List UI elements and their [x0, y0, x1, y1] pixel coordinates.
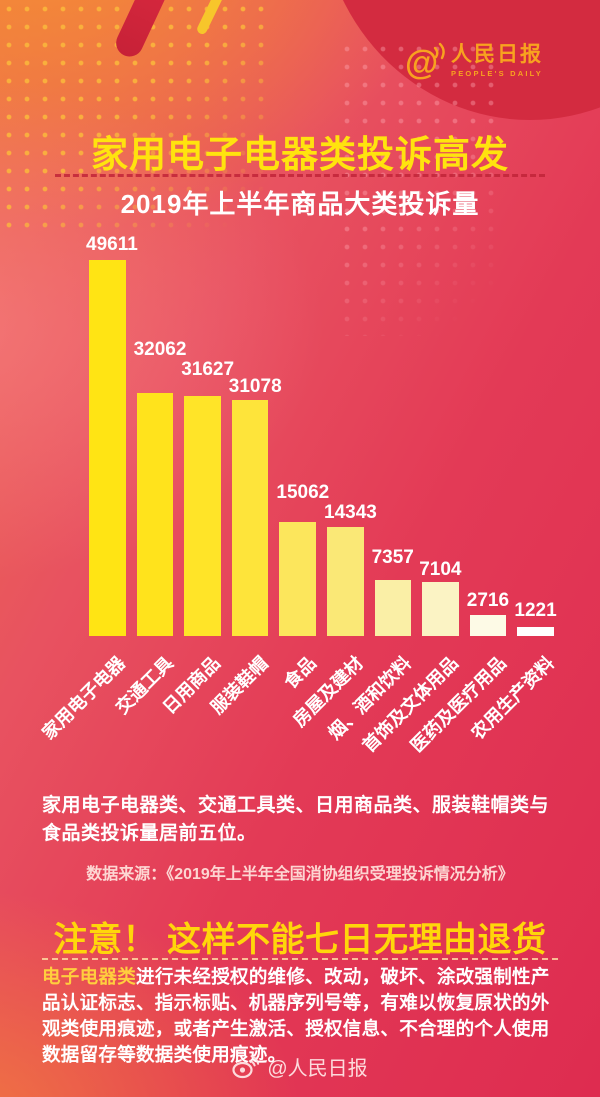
bar-家用电子电器: [89, 260, 126, 636]
bar-value-label: 7357: [371, 547, 414, 568]
bar-chart: 49611 家用电子电器 32062 交通工具 31627 日用商品 31078 服装鞋帽 15…: [39, 234, 558, 756]
svg-text:@: @: [405, 44, 438, 82]
decor-dot-grid-right: [344, 46, 494, 336]
notice-body: 电子电器类进行未经授权的维修、改动，破坏、涂改强制性产品认证标志、指示标贴、机器…: [42, 964, 562, 1068]
bar-value-label: 2716: [466, 590, 510, 611]
bar-医药及医疗用品: [469, 615, 507, 636]
bar-房屋及建材: [327, 527, 364, 636]
bar-value-label: 32062: [133, 339, 187, 360]
footer: @人民日报: [0, 1052, 600, 1081]
bar-value-label: 31078: [228, 376, 282, 397]
bar-食品: [279, 522, 316, 636]
summary-text: 家用电子电器类、交通工具类、日用商品类、服装鞋帽类与食品类投诉量居前五位。: [42, 795, 550, 844]
bar-农用生产资料: [517, 627, 554, 636]
data-source: 数据来源：《2019年上半年全国消协组织受理投诉情况分析》: [86, 866, 514, 883]
bar-烟、酒和饮料: [374, 580, 412, 636]
bar-value-label: 7104: [419, 559, 462, 580]
title-divider: [55, 174, 545, 177]
notice-lead: 电子电器类: [42, 966, 137, 987]
bar-value-label: 15062: [276, 482, 330, 503]
notice-body-text: 进行未经授权的维修、改动，破坏、涂改强制性产品认证标志、指示标贴、机器序列号等，…: [42, 966, 550, 1065]
bar-日用商品: [184, 396, 221, 636]
notice-divider: [42, 958, 558, 960]
bar-value-label: 49611: [86, 234, 138, 255]
notice-headline: 注意！ 这样不能七日无理由退货: [53, 921, 547, 959]
bar-value-label: 1221: [514, 600, 557, 621]
bar-交通工具: [136, 393, 174, 636]
bar-服装鞋帽: [231, 400, 269, 636]
megaphone-at-icon: @: [405, 42, 445, 82]
chart-title: 2019年上半年商品大类投诉量: [120, 189, 480, 219]
bar-首饰及文体用品: [422, 582, 459, 636]
page-title: 家用电子电器类投诉高发: [91, 134, 509, 175]
brand-name: 人民日报: [451, 43, 543, 67]
bar-value-label: 14343: [324, 502, 377, 523]
footer-handle: @人民日报: [267, 1058, 368, 1080]
brand-subtitle: PEOPLE'S DAILY: [451, 68, 543, 78]
weibo-icon: [232, 1055, 260, 1079]
brand-logo: @ 人民日报 PEOPLE'S DAILY: [404, 40, 543, 82]
bar-value-label: 31627: [181, 359, 235, 380]
brand-logo-text: 人民日报 PEOPLE'S DAILY: [451, 43, 543, 78]
